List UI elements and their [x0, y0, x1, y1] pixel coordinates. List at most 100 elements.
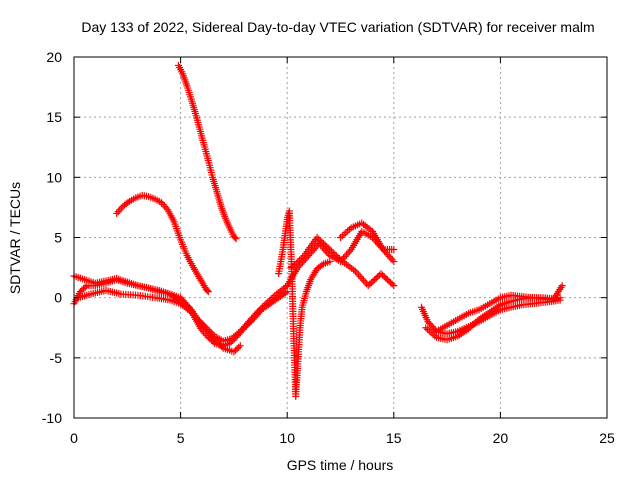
- y-axis-title: SDTVAR / TECUs: [7, 182, 23, 294]
- y-tick-label: 20: [46, 49, 62, 65]
- data-point: [366, 280, 374, 288]
- y-tick-label: 15: [46, 109, 62, 125]
- y-tick-label: 10: [46, 169, 62, 185]
- axis-ticks: 0 5 10 15 20 25 -10 -5 0 5 10 15 20: [42, 49, 615, 446]
- data-point: [331, 250, 339, 258]
- data-point: [387, 279, 395, 287]
- data-point: [124, 199, 132, 207]
- data-point: [294, 264, 302, 272]
- data-point: [385, 252, 393, 260]
- data-point: [341, 252, 349, 260]
- data-point: [382, 249, 390, 257]
- data-point: [78, 286, 86, 294]
- data-point: [387, 254, 395, 262]
- data-point: [380, 273, 388, 281]
- data-point: [388, 256, 396, 264]
- data-point: [332, 252, 340, 260]
- data-point: [556, 294, 564, 302]
- x-tick-label: 15: [386, 430, 402, 446]
- data-point: [189, 310, 197, 318]
- data-point: [236, 342, 244, 350]
- data-point: [215, 340, 223, 348]
- data-point: [235, 329, 243, 337]
- data-point: [255, 306, 263, 314]
- data-points: [70, 61, 566, 400]
- y-tick-label: 5: [54, 230, 62, 246]
- data-point: [287, 264, 295, 272]
- data-point: [289, 262, 297, 270]
- x-tick-label: 10: [279, 430, 295, 446]
- data-point: [294, 258, 302, 266]
- data-point: [291, 261, 299, 269]
- data-point: [383, 276, 391, 284]
- data-point: [324, 244, 332, 252]
- data-point: [190, 312, 198, 320]
- data-point: [327, 247, 335, 255]
- data-point: [377, 270, 385, 278]
- series-steep-decline: [174, 61, 240, 243]
- data-point: [367, 279, 375, 287]
- series-track-13-15: [337, 219, 398, 254]
- data-point: [326, 258, 334, 266]
- data-point: [257, 305, 265, 313]
- data-point: [388, 280, 396, 288]
- data-point: [295, 256, 303, 264]
- data-point: [232, 235, 240, 243]
- data-point: [252, 310, 260, 318]
- data-point: [299, 253, 307, 261]
- data-point: [558, 282, 566, 290]
- data-point: [195, 317, 203, 325]
- data-point: [315, 235, 323, 243]
- data-point: [196, 318, 204, 326]
- data-point: [390, 258, 398, 266]
- data-point: [213, 338, 221, 346]
- data-point: [343, 251, 351, 259]
- data-point: [372, 274, 380, 282]
- data-point: [80, 285, 88, 293]
- data-point: [209, 333, 217, 341]
- data-point: [210, 335, 218, 343]
- data-point: [311, 245, 319, 253]
- data-point: [292, 259, 300, 267]
- data-point: [329, 249, 337, 257]
- x-tick-label: 20: [493, 430, 509, 446]
- data-point: [335, 255, 343, 263]
- x-axis-title: GPS time / hours: [287, 457, 394, 473]
- data-point: [204, 288, 212, 296]
- data-point: [313, 234, 321, 241]
- x-tick-label: 25: [599, 430, 615, 446]
- data-point: [216, 341, 224, 349]
- data-point: [192, 313, 200, 321]
- data-point: [371, 276, 379, 284]
- series-track-11-15b: [287, 234, 398, 290]
- data-point: [233, 345, 241, 353]
- series-track-c: [74, 286, 244, 356]
- data-point: [318, 238, 326, 246]
- data-point: [382, 274, 390, 282]
- data-point: [258, 303, 266, 311]
- data-point: [193, 315, 201, 323]
- data-point: [374, 273, 382, 281]
- data-point: [369, 277, 377, 285]
- data-point: [231, 234, 239, 241]
- x-tick-label: 0: [70, 430, 78, 446]
- data-point: [379, 271, 387, 279]
- data-point: [81, 283, 89, 291]
- data-point: [203, 286, 211, 294]
- y-tick-label: -5: [50, 350, 63, 366]
- chart-title: Day 133 of 2022, Sidereal Day-to-day VTE…: [81, 19, 594, 35]
- data-point: [297, 255, 305, 263]
- data-point: [385, 277, 393, 285]
- data-point: [235, 343, 243, 351]
- data-point: [321, 241, 329, 249]
- x-tick-label: 5: [177, 430, 185, 446]
- data-point: [319, 240, 327, 248]
- series-track-16-20b: [422, 294, 564, 344]
- data-point: [323, 243, 331, 251]
- data-point: [334, 253, 342, 261]
- data-point: [230, 348, 238, 356]
- data-point: [364, 282, 372, 290]
- data-point: [187, 308, 195, 316]
- y-tick-label: 0: [54, 290, 62, 306]
